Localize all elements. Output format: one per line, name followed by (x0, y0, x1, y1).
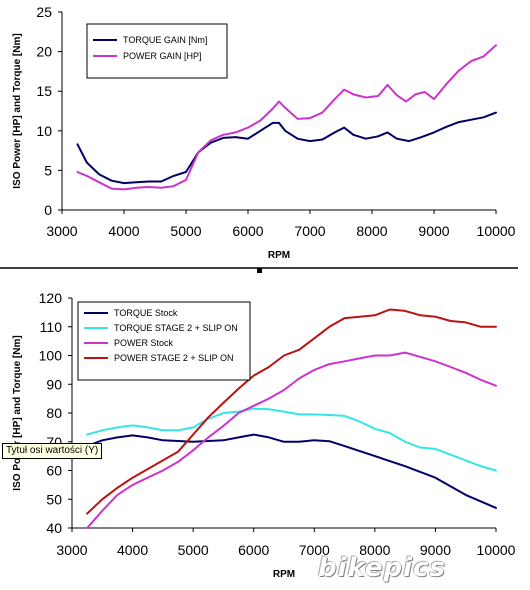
x-tick-label: 7000 (294, 223, 325, 239)
y-tick-label: 20 (36, 44, 52, 60)
x-tick-label: 5000 (178, 542, 209, 558)
series-line-power-stock (86, 351, 497, 529)
y-tick-label: 50 (46, 491, 62, 507)
series-line-torque-stage-2-slip-on (86, 407, 497, 472)
legend-entry-torque-stage-2-slip-on: TORQUE STAGE 2 + SLIP ON (114, 323, 238, 333)
y-tick-label: 40 (46, 520, 62, 536)
x-tick-label: 10000 (477, 542, 516, 558)
x-tick-label: 6000 (232, 223, 263, 239)
legend-box (77, 301, 251, 381)
series-line-torque-gain-nm (76, 111, 497, 185)
y-tick-label: 10 (36, 123, 52, 139)
series-line-torque-stock (86, 433, 497, 509)
y-tick-label: 60 (46, 463, 62, 479)
x-tick-label: 6000 (238, 542, 269, 558)
legend-entry-power-stage-2-slip-on: POWER STAGE 2 + SLIP ON (114, 353, 233, 363)
y-axis-label: ISO Power [HP] and Torque [Nm] (12, 335, 23, 490)
y-axis-label: ISO Power [HP] and Torque [Nm] (12, 33, 23, 188)
legend-entry-power-stock: POWER Stock (114, 338, 174, 348)
x-tick-label: 9000 (418, 223, 449, 239)
y-tick-label: 0 (44, 202, 52, 218)
x-tick-label: 7000 (299, 542, 330, 558)
x-tick-label: 10000 (477, 223, 516, 239)
x-axis-label: RPM (273, 569, 295, 580)
axis-title-tooltip: Tytuł osi wartości (Y) (2, 443, 103, 459)
legend-entry-torque-gain-nm: TORQUE GAIN [Nm] (123, 35, 207, 45)
y-tick-label: 100 (39, 348, 63, 364)
series-line-power-gain-hp (76, 44, 497, 191)
y-tick-label: 120 (39, 290, 63, 306)
y-tick-label: 5 (44, 162, 52, 178)
y-tick-label: 25 (36, 4, 52, 20)
bikepics-watermark: bikepics (318, 553, 446, 583)
x-tick-label: 4000 (117, 542, 148, 558)
x-tick-label: 5000 (170, 223, 201, 239)
x-tick-label: 3000 (56, 542, 87, 558)
selection-handle[interactable] (257, 268, 262, 273)
legend-box (86, 23, 228, 79)
y-tick-label: 110 (40, 319, 63, 335)
y-tick-label: 15 (36, 83, 52, 99)
x-tick-label: 9000 (420, 542, 451, 558)
legend-entry-power-gain-hp: POWER GAIN [HP] (123, 51, 202, 61)
x-tick-label: 8000 (356, 223, 387, 239)
x-tick-label: 3000 (46, 223, 77, 239)
x-axis-label: RPM (268, 250, 290, 261)
series-line-power-stage-2-slip-on (86, 308, 497, 515)
x-tick-label: 4000 (108, 223, 139, 239)
legend-entry-torque-stock: TORQUE Stock (114, 308, 178, 318)
y-tick-label: 80 (46, 405, 62, 421)
y-tick-label: 90 (46, 376, 62, 392)
torque-power-gain-chart: 0 5 10 15 20 25 3000 4000 5000 6000 7000 8000 9000 10… (12, 4, 516, 261)
x-tick-label: 8000 (359, 542, 390, 558)
